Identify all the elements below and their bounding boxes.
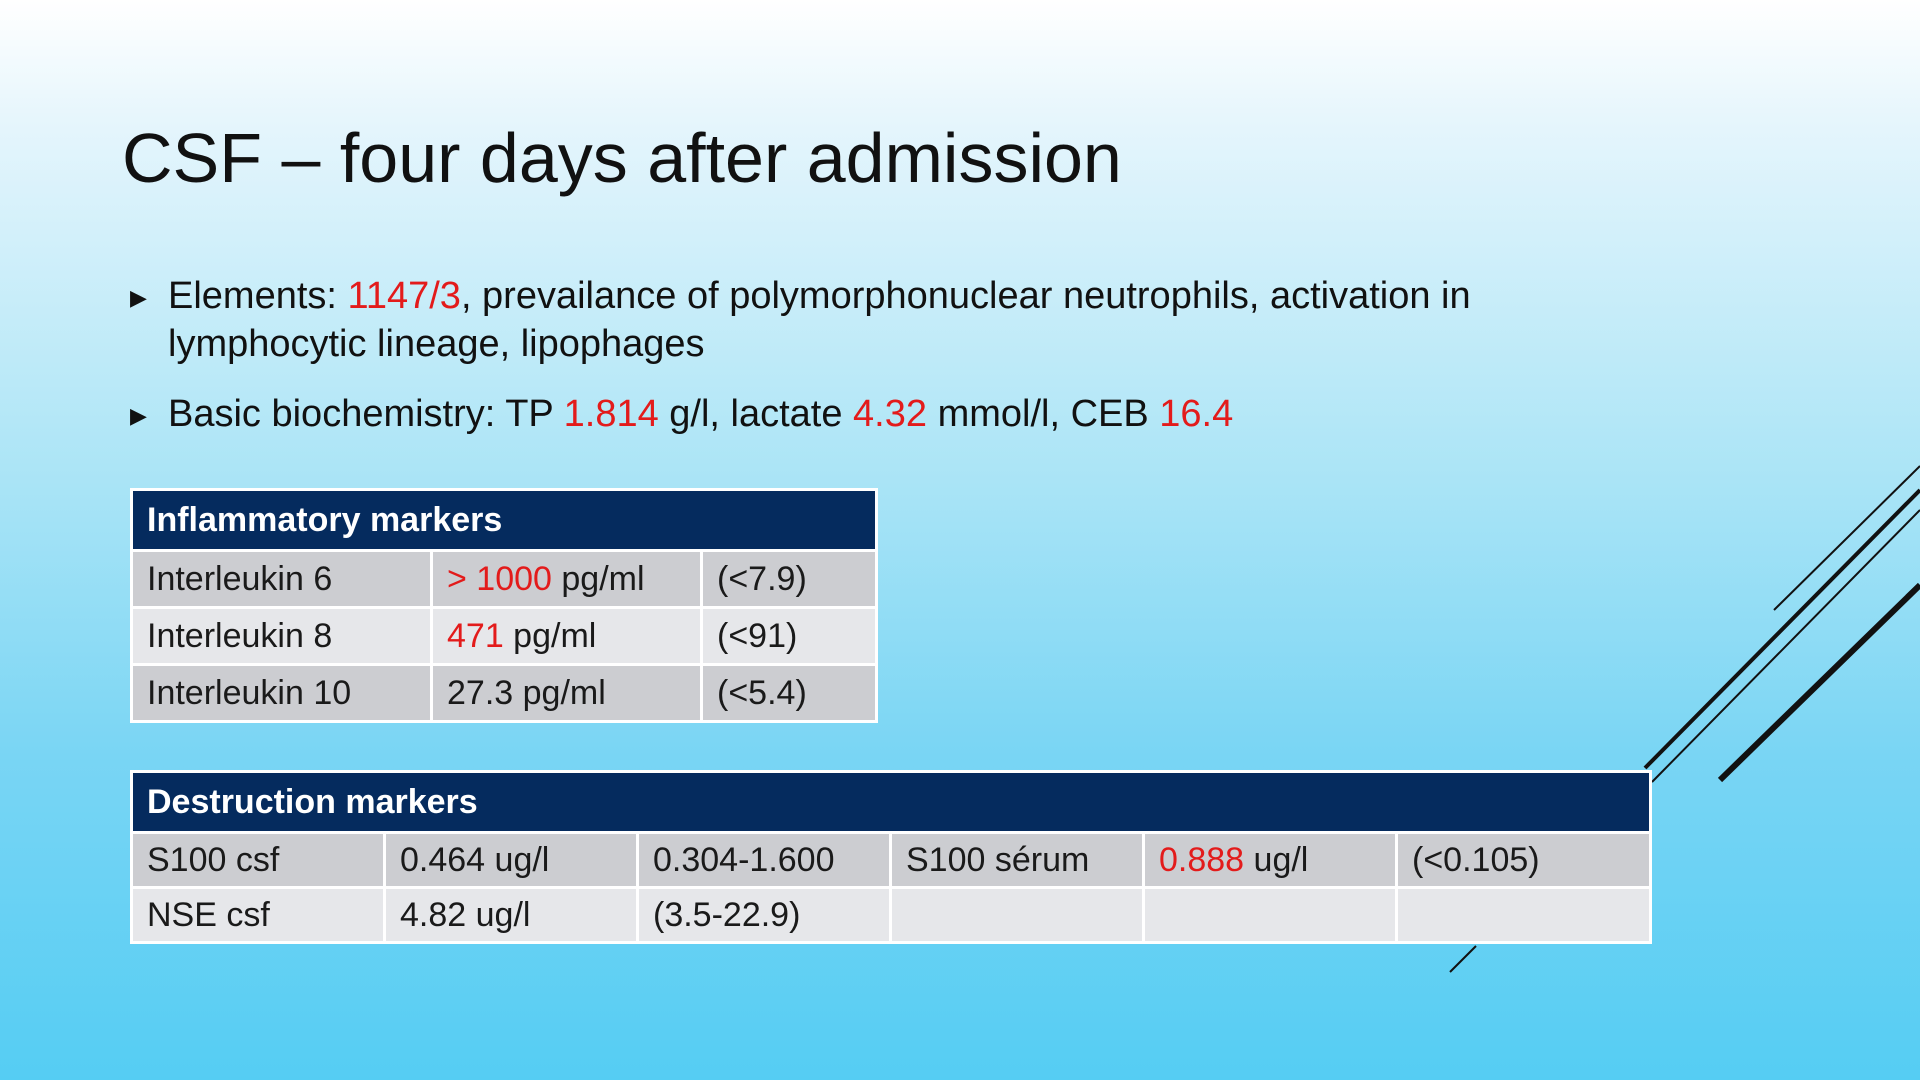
table-row: Interleukin 6 > 1000 pg/ml (<7.9) xyxy=(130,549,878,609)
inflammatory-markers-table: Inflammatory markers Interleukin 6 > 100… xyxy=(130,488,878,723)
table-row: S100 csf 0.464 ug/l 0.304-1.600 S100 sér… xyxy=(130,831,1652,889)
marker-value-cell: > 1000 pg/ml xyxy=(430,549,703,609)
marker-name: Interleukin 8 xyxy=(130,606,433,666)
marker-name: Interleukin 10 xyxy=(130,663,433,723)
marker-unit: pg/ml xyxy=(551,559,645,598)
marker-unit: pg/ml xyxy=(513,673,606,712)
tp-value: 1.814 xyxy=(563,393,659,435)
marker-value-cell: 471 pg/ml xyxy=(430,606,703,666)
empty-cell xyxy=(889,886,1145,944)
bullet-elements: ▶ Elements: 1147/3, prevailance of polym… xyxy=(130,272,1590,368)
ceb-value: 16.4 xyxy=(1159,393,1234,435)
destruction-header: Destruction markers xyxy=(130,770,1652,834)
marker-value: 27.3 xyxy=(447,673,514,712)
marker-value: 0.464 ug/l xyxy=(383,831,639,889)
elements-label: Elements: xyxy=(168,275,348,317)
tp-unit: g/l, lactate xyxy=(658,393,854,435)
table-row: NSE csf 4.82 ug/l (3.5-22.9) xyxy=(130,886,1652,944)
marker-reference: (3.5-22.9) xyxy=(636,886,892,944)
marker-name: Interleukin 6 xyxy=(130,549,433,609)
marker-reference: (<5.4) xyxy=(700,663,878,723)
bullet-biochemistry: ▶ Basic biochemistry: TP 1.814 g/l, lact… xyxy=(130,390,1590,438)
table-row: Interleukin 8 471 pg/ml (<91) xyxy=(130,606,878,666)
inflammatory-header: Inflammatory markers xyxy=(130,488,878,552)
marker-value: > 1000 xyxy=(447,559,552,598)
lactate-value: 4.32 xyxy=(853,393,928,435)
elements-value: 1147/3 xyxy=(347,275,461,317)
elements-description: , prevailance of polymorphonuclear neutr… xyxy=(168,275,1471,365)
marker-value-cell: 27.3 pg/ml xyxy=(430,663,703,723)
triangle-bullet-icon: ▶ xyxy=(130,285,147,310)
marker-name: NSE csf xyxy=(130,886,386,944)
marker-value: 471 xyxy=(447,616,504,655)
marker-name: S100 sérum xyxy=(889,831,1145,889)
marker-reference: (<7.9) xyxy=(700,549,878,609)
marker-unit: ug/l xyxy=(1244,840,1309,879)
marker-reference: 0.304-1.600 xyxy=(636,831,892,889)
triangle-bullet-icon: ▶ xyxy=(130,403,147,428)
marker-reference: (<0.105) xyxy=(1395,831,1652,889)
table-row: Interleukin 10 27.3 pg/ml (<5.4) xyxy=(130,663,878,723)
marker-unit: pg/ml xyxy=(503,616,597,655)
destruction-markers-table: Destruction markers S100 csf 0.464 ug/l … xyxy=(130,770,1652,944)
bullet-list: ▶ Elements: 1147/3, prevailance of polym… xyxy=(130,272,1590,460)
empty-cell xyxy=(1395,886,1652,944)
marker-name: S100 csf xyxy=(130,831,386,889)
marker-value: 4.82 ug/l xyxy=(383,886,639,944)
empty-cell xyxy=(1142,886,1398,944)
marker-value-cell: 0.888 ug/l xyxy=(1142,831,1398,889)
page-title: CSF – four days after admission xyxy=(122,119,1122,197)
marker-value: 0.888 xyxy=(1159,840,1245,879)
biochemistry-label: Basic biochemistry: TP xyxy=(168,393,564,435)
marker-reference: (<91) xyxy=(700,606,878,666)
lactate-unit: mmol/l, CEB xyxy=(927,393,1160,435)
